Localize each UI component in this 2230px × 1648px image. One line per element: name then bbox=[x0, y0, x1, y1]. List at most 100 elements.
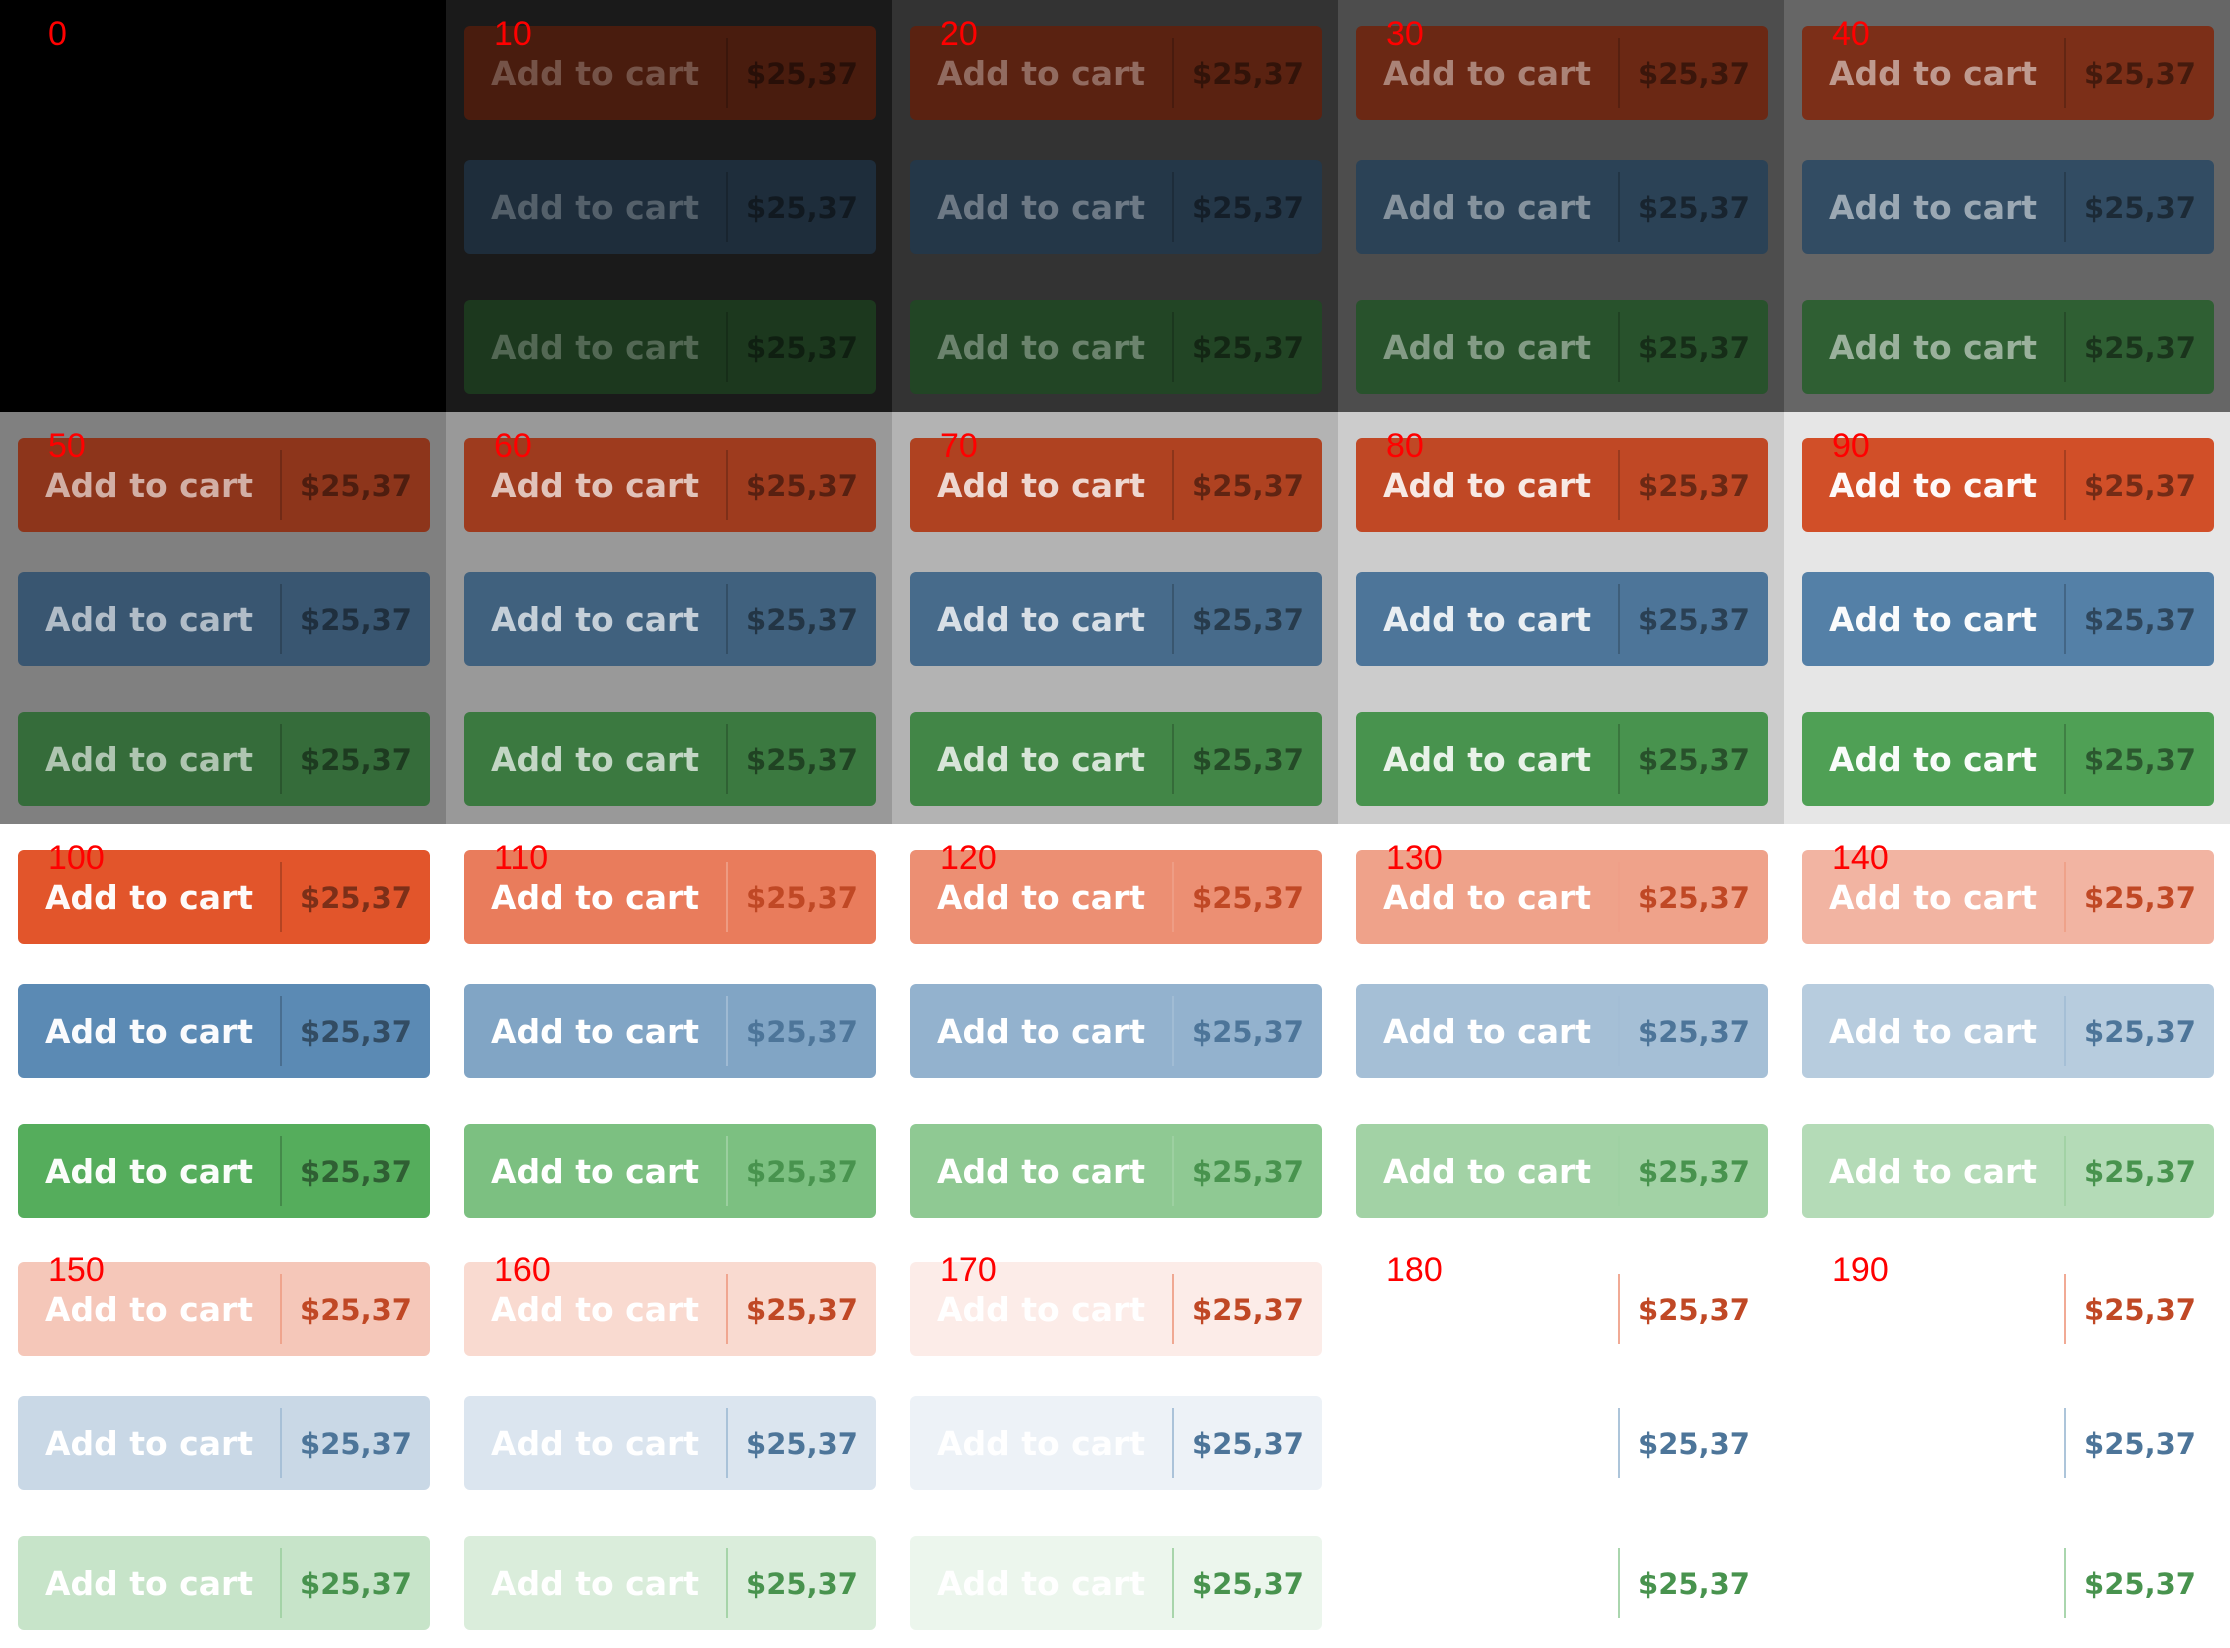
add-to-cart-button-orange[interactable]: Add to cart $25,37 bbox=[18, 438, 430, 532]
price-label: $25,37 bbox=[1192, 331, 1304, 365]
grid-cell-10: 10 Add to cart $25,37 Add to cart $25,37 Add … bbox=[446, 0, 892, 412]
add-to-cart-label: Add to cart bbox=[490, 877, 700, 917]
add-to-cart-button-orange[interactable]: Add to cart $25,37 bbox=[464, 438, 876, 532]
add-to-cart-button-orange[interactable]: Add to cart $25,37 bbox=[464, 1262, 876, 1356]
price-label: $25,37 bbox=[2084, 469, 2196, 503]
grid-cell-0: 0 bbox=[0, 0, 446, 412]
add-to-cart-button-green[interactable]: Add to cart $25,37 bbox=[1802, 1536, 2214, 1630]
button-divider bbox=[726, 312, 728, 382]
add-to-cart-button-orange[interactable]: Add to cart $25,37 bbox=[18, 1262, 430, 1356]
add-to-cart-label: Add to cart bbox=[490, 465, 700, 505]
add-to-cart-button-green[interactable]: Add to cart $25,37 bbox=[1802, 300, 2214, 394]
add-to-cart-label: Add to cart bbox=[490, 739, 700, 779]
add-to-cart-button-blue[interactable]: Add to cart $25,37 bbox=[910, 572, 1322, 666]
add-to-cart-button-blue[interactable]: Add to cart $25,37 bbox=[464, 160, 876, 254]
cell-level-label: 0 bbox=[48, 15, 67, 53]
add-to-cart-button-blue[interactable]: Add to cart $25,37 bbox=[910, 160, 1322, 254]
add-to-cart-button-green[interactable]: Add to cart $25,37 bbox=[18, 712, 430, 806]
price-label: $25,37 bbox=[1638, 1567, 1750, 1601]
add-to-cart-button-blue[interactable]: Add to cart $25,37 bbox=[1802, 984, 2214, 1078]
add-to-cart-button-blue[interactable]: Add to cart $25,37 bbox=[464, 572, 876, 666]
add-to-cart-label: Add to cart bbox=[1828, 877, 2038, 917]
button-divider bbox=[1618, 38, 1620, 108]
button-divider bbox=[726, 1274, 728, 1344]
add-to-cart-button-green[interactable]: Add to cart $25,37 bbox=[1356, 712, 1768, 806]
price-label: $25,37 bbox=[1192, 57, 1304, 91]
add-to-cart-button-blue[interactable]: Add to cart $25,37 bbox=[18, 984, 430, 1078]
add-to-cart-button-blue[interactable]: Add to cart $25,37 bbox=[1802, 160, 2214, 254]
add-to-cart-button-green[interactable]: Add to cart $25,37 bbox=[910, 712, 1322, 806]
add-to-cart-button-blue[interactable]: Add to cart $25,37 bbox=[910, 1396, 1322, 1490]
button-divider bbox=[280, 584, 282, 654]
button-divider bbox=[1618, 1548, 1620, 1618]
add-to-cart-button-orange[interactable]: Add to cart $25,37 bbox=[1802, 26, 2214, 120]
add-to-cart-button-blue[interactable]: Add to cart $25,37 bbox=[464, 984, 876, 1078]
button-divider bbox=[1618, 1136, 1620, 1206]
add-to-cart-label: Add to cart bbox=[44, 465, 254, 505]
button-divider bbox=[1172, 724, 1174, 794]
add-to-cart-button-green[interactable]: Add to cart $25,37 bbox=[1356, 300, 1768, 394]
grid-cell-140: 140 Add to cart $25,37 Add to cart $25,37 Add… bbox=[1784, 824, 2230, 1236]
add-to-cart-button-green[interactable]: Add to cart $25,37 bbox=[910, 1124, 1322, 1218]
button-divider bbox=[280, 1136, 282, 1206]
add-to-cart-button-green[interactable]: Add to cart $25,37 bbox=[464, 300, 876, 394]
price-label: $25,37 bbox=[746, 1015, 858, 1049]
add-to-cart-button-blue[interactable]: Add to cart $25,37 bbox=[1356, 984, 1768, 1078]
price-label: $25,37 bbox=[2084, 1155, 2196, 1189]
add-to-cart-button-blue[interactable]: Add to cart $25,37 bbox=[1356, 1396, 1768, 1490]
add-to-cart-button-green[interactable]: Add to cart $25,37 bbox=[910, 300, 1322, 394]
add-to-cart-button-green[interactable]: Add to cart $25,37 bbox=[1356, 1536, 1768, 1630]
cell-level-label: 170 bbox=[940, 1251, 997, 1289]
add-to-cart-button-orange[interactable]: Add to cart $25,37 bbox=[1356, 850, 1768, 944]
price-label: $25,37 bbox=[1638, 743, 1750, 777]
add-to-cart-button-blue[interactable]: Add to cart $25,37 bbox=[18, 1396, 430, 1490]
add-to-cart-button-orange[interactable]: Add to cart $25,37 bbox=[464, 26, 876, 120]
button-divider bbox=[2064, 312, 2066, 382]
add-to-cart-button-green[interactable]: Add to cart $25,37 bbox=[18, 1536, 430, 1630]
add-to-cart-button-green[interactable]: Add to cart $25,37 bbox=[1356, 1124, 1768, 1218]
add-to-cart-button-orange[interactable]: Add to cart $25,37 bbox=[1356, 26, 1768, 120]
grid-cell-40: 40 Add to cart $25,37 Add to cart $25,37 Add … bbox=[1784, 0, 2230, 412]
add-to-cart-button-blue[interactable]: Add to cart $25,37 bbox=[1802, 572, 2214, 666]
add-to-cart-button-orange[interactable]: Add to cart $25,37 bbox=[1356, 1262, 1768, 1356]
add-to-cart-label: Add to cart bbox=[936, 465, 1146, 505]
add-to-cart-label: Add to cart bbox=[936, 187, 1146, 227]
add-to-cart-label: Add to cart bbox=[936, 877, 1146, 917]
add-to-cart-button-green[interactable]: Add to cart $25,37 bbox=[464, 1536, 876, 1630]
add-to-cart-button-orange[interactable]: Add to cart $25,37 bbox=[1802, 438, 2214, 532]
grid-cell-80: 80 Add to cart $25,37 Add to cart $25,37 Add … bbox=[1338, 412, 1784, 824]
add-to-cart-button-orange[interactable]: Add to cart $25,37 bbox=[910, 438, 1322, 532]
grid-cell-120: 120 Add to cart $25,37 Add to cart $25,37 Add… bbox=[892, 824, 1338, 1236]
add-to-cart-button-blue[interactable]: Add to cart $25,37 bbox=[1802, 1396, 2214, 1490]
add-to-cart-button-orange[interactable]: Add to cart $25,37 bbox=[910, 26, 1322, 120]
button-divider bbox=[1618, 312, 1620, 382]
add-to-cart-button-green[interactable]: Add to cart $25,37 bbox=[18, 1124, 430, 1218]
add-to-cart-button-orange[interactable]: Add to cart $25,37 bbox=[910, 850, 1322, 944]
button-divider bbox=[726, 996, 728, 1066]
button-divider bbox=[726, 584, 728, 654]
button-divider bbox=[1172, 1136, 1174, 1206]
cell-level-label: 140 bbox=[1832, 839, 1889, 877]
add-to-cart-button-orange[interactable]: Add to cart $25,37 bbox=[1802, 1262, 2214, 1356]
add-to-cart-button-orange[interactable]: Add to cart $25,37 bbox=[1356, 438, 1768, 532]
add-to-cart-label: Add to cart bbox=[1382, 1151, 1592, 1191]
add-to-cart-button-orange[interactable]: Add to cart $25,37 bbox=[910, 1262, 1322, 1356]
price-label: $25,37 bbox=[1192, 881, 1304, 915]
add-to-cart-button-blue[interactable]: Add to cart $25,37 bbox=[18, 572, 430, 666]
add-to-cart-button-blue[interactable]: Add to cart $25,37 bbox=[1356, 160, 1768, 254]
cell-level-label: 30 bbox=[1386, 15, 1424, 53]
add-to-cart-button-green[interactable]: Add to cart $25,37 bbox=[1802, 712, 2214, 806]
button-divider bbox=[1172, 38, 1174, 108]
add-to-cart-button-green[interactable]: Add to cart $25,37 bbox=[1802, 1124, 2214, 1218]
add-to-cart-button-blue[interactable]: Add to cart $25,37 bbox=[464, 1396, 876, 1490]
add-to-cart-button-orange[interactable]: Add to cart $25,37 bbox=[464, 850, 876, 944]
add-to-cart-button-green[interactable]: Add to cart $25,37 bbox=[910, 1536, 1322, 1630]
add-to-cart-button-green[interactable]: Add to cart $25,37 bbox=[464, 1124, 876, 1218]
add-to-cart-button-blue[interactable]: Add to cart $25,37 bbox=[1356, 572, 1768, 666]
add-to-cart-label: Add to cart bbox=[1382, 599, 1592, 639]
add-to-cart-button-green[interactable]: Add to cart $25,37 bbox=[464, 712, 876, 806]
add-to-cart-button-orange[interactable]: Add to cart $25,37 bbox=[18, 850, 430, 944]
add-to-cart-button-orange[interactable]: Add to cart $25,37 bbox=[1802, 850, 2214, 944]
add-to-cart-button-blue[interactable]: Add to cart $25,37 bbox=[910, 984, 1322, 1078]
button-divider bbox=[2064, 584, 2066, 654]
